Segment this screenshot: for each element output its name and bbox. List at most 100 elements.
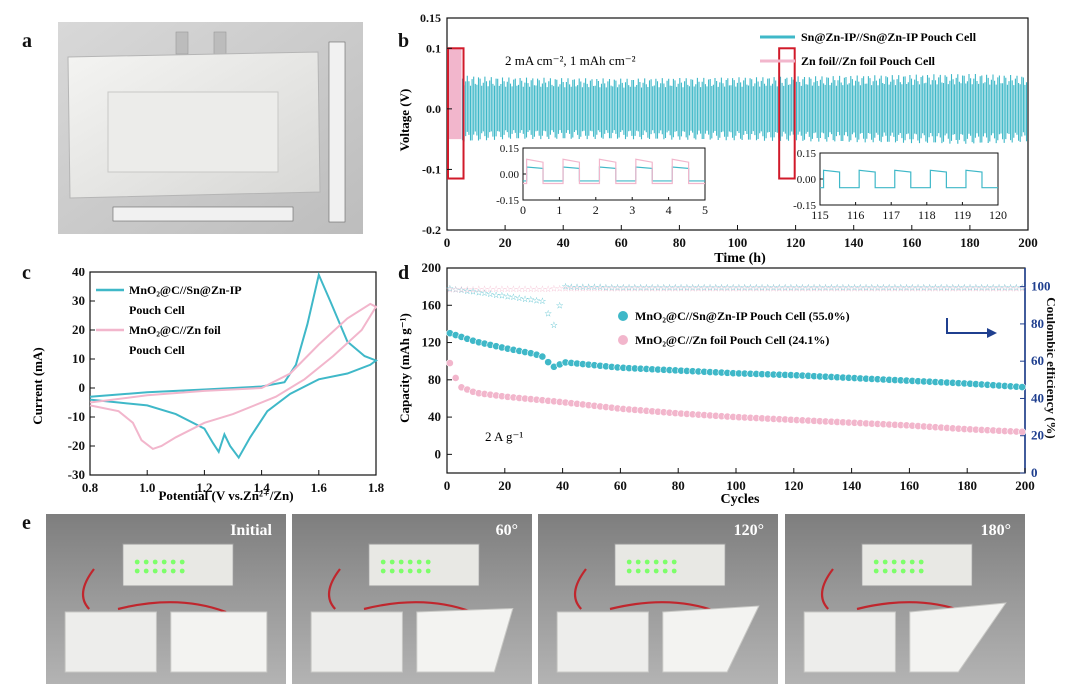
inset-xtick-label: 117 (882, 208, 900, 222)
inset-xtick-label: 116 (847, 208, 865, 222)
point-d-3: ☆ (983, 284, 991, 294)
point-d-3: ☆ (822, 284, 830, 294)
c-xtick-label: 1.2 (196, 480, 212, 495)
panel-letter-c: c (22, 262, 31, 284)
point-d-2: ☆ (457, 285, 465, 295)
point-d-2: ☆ (902, 283, 910, 293)
point-d-2: ☆ (793, 282, 801, 292)
series-b-zn-foil (447, 48, 462, 140)
point-d-2: ☆ (521, 294, 529, 304)
d-y2tick-label: 80 (1031, 316, 1044, 331)
point-d-2: ☆ (637, 283, 645, 293)
chart-c-series (89, 271, 379, 460)
point-d-2: ☆ (700, 282, 708, 292)
point-d-2: ☆ (1018, 283, 1026, 293)
point-d-2: ☆ (573, 282, 581, 292)
point-d-2: ☆ (954, 283, 962, 293)
point-d-3: ☆ (660, 284, 668, 294)
point-d-3: ☆ (613, 284, 621, 294)
chart-b-boxes (447, 47, 796, 180)
point-d-3: ☆ (787, 284, 795, 294)
b-ytick-label: -0.2 (422, 223, 441, 237)
legend-label-c-1b: Pouch Cell (129, 343, 185, 357)
b-xtick-label: 60 (615, 235, 628, 250)
point-d-1 (451, 374, 460, 382)
point-d-3: ☆ (827, 284, 835, 294)
chart-b-ticks: 0 20 40 60 80 100 120 140 160 180 2000.150.10.0-0.… (420, 11, 1038, 250)
legend-label-d-1: MnO₂@C//Zn foil Pouch Cell (24.1%) (635, 333, 829, 347)
point-d-3: ☆ (914, 284, 922, 294)
point-d-2: ☆ (949, 283, 957, 293)
point-d-2: ☆ (533, 295, 541, 305)
point-d-3: ☆ (954, 284, 962, 294)
point-d-2: ☆ (960, 283, 968, 293)
c-xtick-label: 1.8 (368, 480, 385, 495)
point-d-3: ☆ (793, 284, 801, 294)
point-d-2: ☆ (677, 282, 685, 292)
point-d-2: ☆ (804, 282, 812, 292)
point-d-3: ☆ (995, 284, 1003, 294)
point-d-3: ☆ (585, 284, 593, 294)
point-d-2: ☆ (712, 282, 720, 292)
point-d-2: ☆ (816, 282, 824, 292)
point-d-3: ☆ (856, 284, 864, 294)
d-y2tick-label: 20 (1031, 428, 1044, 443)
point-d-2: ☆ (706, 282, 714, 292)
point-d-3: ☆ (544, 284, 552, 294)
point-d-2: ☆ (845, 283, 853, 293)
legend-label-c-0a: MnO₂@C//Sn@Zn-IP (129, 283, 242, 297)
right-axis-arrow (946, 318, 995, 334)
point-d-3: ☆ (810, 284, 818, 294)
series-b-sn-zn-ip (447, 74, 1028, 144)
d-xtick-label: 80 (672, 478, 685, 493)
point-d-3: ☆ (700, 284, 708, 294)
photo-label-0: Initial (230, 522, 272, 539)
point-d-3: ☆ (712, 284, 720, 294)
c-ytick-label: 30 (72, 293, 85, 308)
point-d-2: ☆ (515, 293, 523, 303)
point-d-3: ☆ (1012, 284, 1020, 294)
point-d-2: ☆ (602, 282, 610, 292)
series-c-1 (89, 302, 378, 451)
b-xtick-label: 160 (902, 235, 922, 250)
point-d-2: ☆ (729, 282, 737, 292)
point-d-2: ☆ (758, 282, 766, 292)
b-xtick-label: 140 (844, 235, 864, 250)
chart-d-y2label: Coulombic efficiency (%) (1044, 297, 1055, 439)
point-d-3: ☆ (689, 284, 697, 294)
point-d-2: ☆ (631, 283, 639, 293)
point-d-3: ☆ (637, 284, 645, 294)
point-d-2: ☆ (810, 282, 818, 292)
c-xtick-label: 0.8 (82, 480, 99, 495)
point-d-2: ☆ (833, 283, 841, 293)
inset-xtick-label: 119 (954, 208, 972, 222)
point-d-3: ☆ (775, 284, 783, 294)
c-ytick-label: 40 (72, 268, 85, 279)
point-d-3: ☆ (608, 284, 616, 294)
point-d-2: ☆ (660, 282, 668, 292)
point-d-2: ☆ (654, 283, 662, 293)
point-d-2: ☆ (775, 282, 783, 292)
point-d-2: ☆ (469, 287, 477, 297)
point-d-3: ☆ (481, 284, 489, 294)
chart-c-ticks: 0.8 1.0 1.2 1.4 1.6 1.8 40 30 20 10 0 -10 -20 -30 (68, 268, 385, 495)
chart-c-legend: MnO₂@C//Sn@Zn-IP Pouch Cell MnO₂@C//Zn f… (96, 283, 242, 357)
point-d-3: ☆ (602, 284, 610, 294)
point-d-3: ☆ (845, 284, 853, 294)
d-y2tick-label: 0 (1031, 465, 1038, 480)
c-ytick-label: -20 (68, 438, 85, 453)
point-d-3: ☆ (671, 284, 679, 294)
point-d-3: ☆ (741, 284, 749, 294)
point-d-3: ☆ (463, 284, 471, 294)
point-d-3: ☆ (469, 284, 477, 294)
point-d-2: ☆ (931, 283, 939, 293)
b-ytick-label: 0.0 (426, 102, 441, 116)
inset-frame-1 (819, 152, 999, 206)
point-d-2: ☆ (798, 282, 806, 292)
point-d-1 (445, 359, 454, 367)
d-xtick-label: 0 (444, 478, 451, 493)
point-d-2: ☆ (1007, 283, 1015, 293)
point-d-3: ☆ (949, 284, 957, 294)
panel-letter-a: a (22, 30, 32, 52)
point-d-2: ☆ (463, 286, 471, 296)
